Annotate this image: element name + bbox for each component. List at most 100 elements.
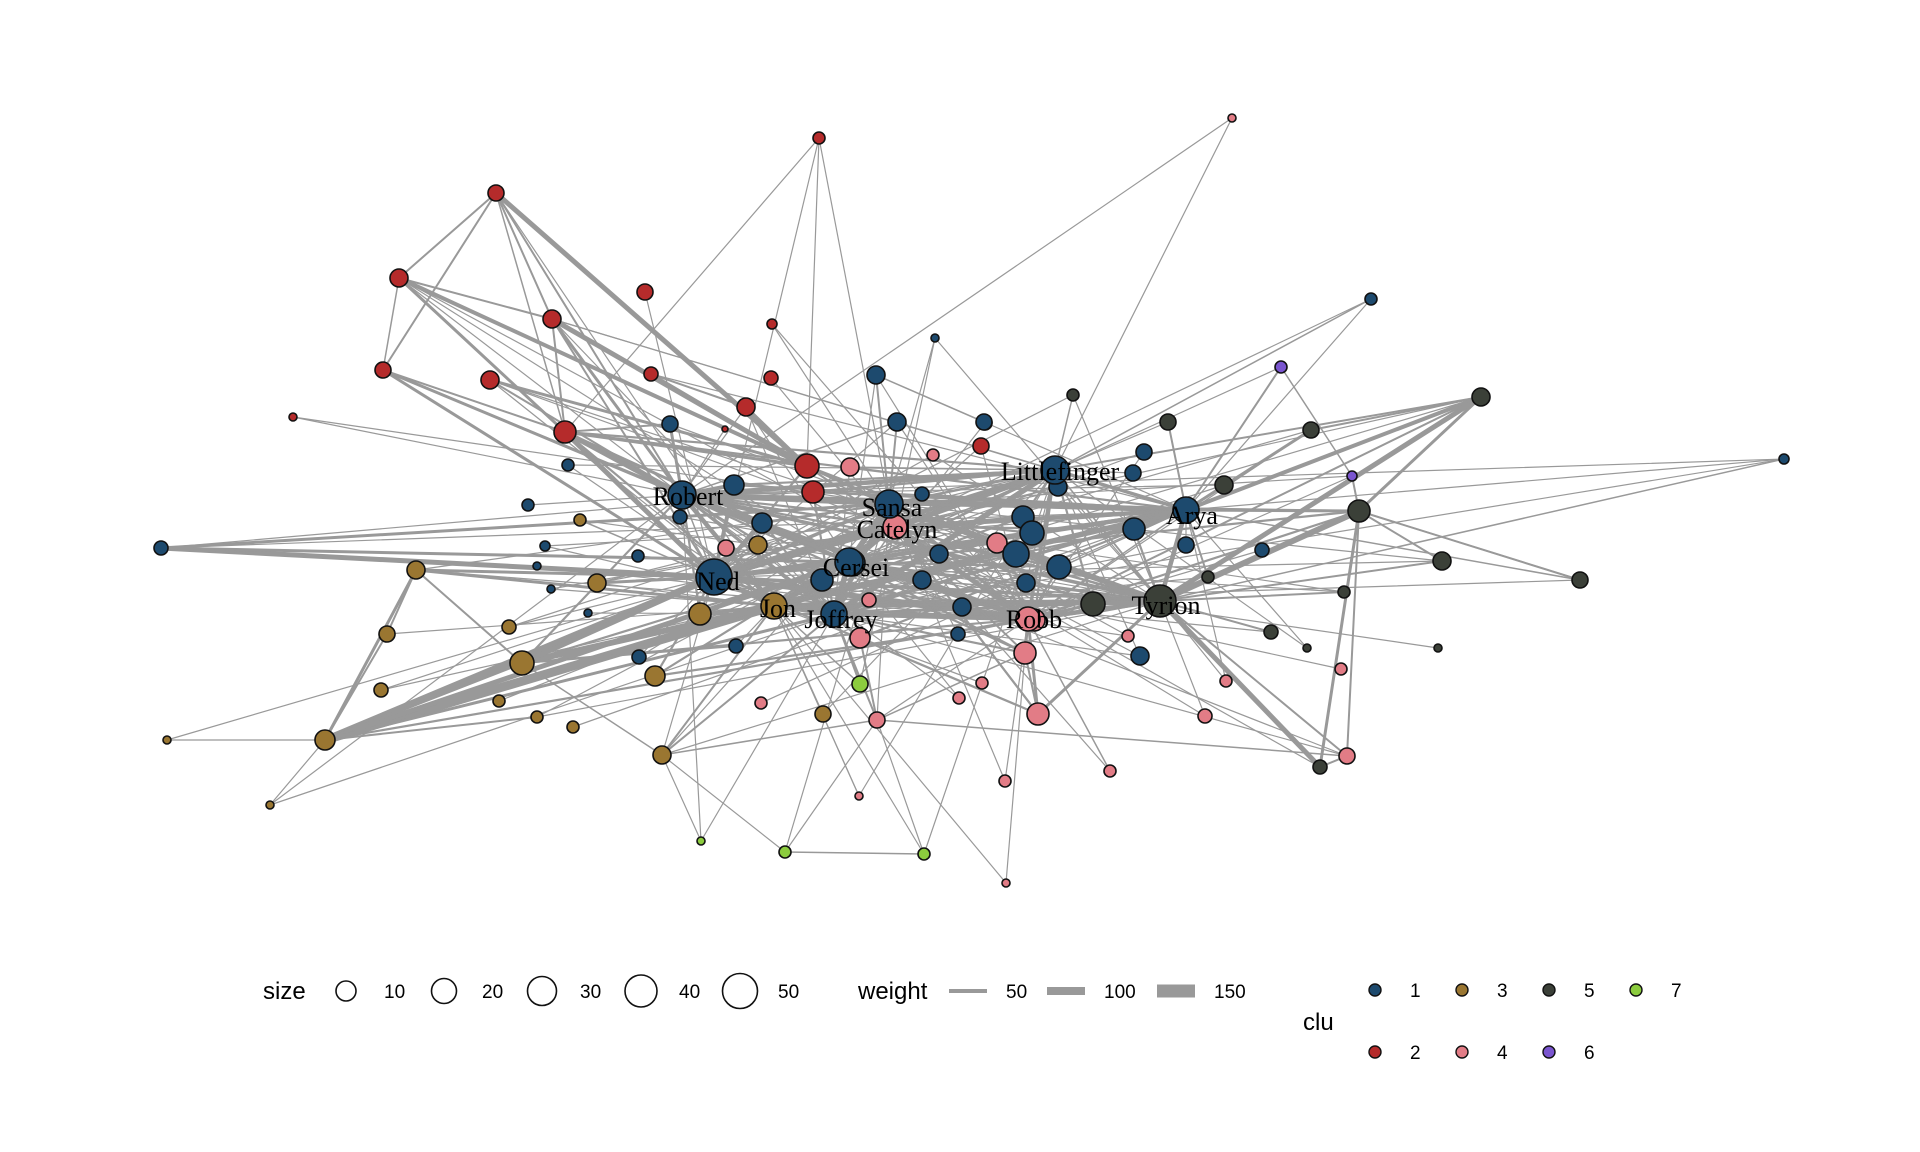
edge (550, 317, 684, 497)
edge (1167, 421, 1187, 511)
node (851, 675, 869, 693)
node (153, 540, 169, 556)
node (288, 412, 298, 422)
edge (888, 503, 1006, 782)
edge (772, 604, 1036, 622)
node (406, 560, 426, 580)
legend-clu-dot-4 (1455, 1045, 1469, 1059)
node-label-joffrey: Joffrey (804, 605, 877, 634)
edge (398, 277, 683, 496)
node (696, 836, 706, 846)
node (389, 268, 409, 288)
node-label-ned: Ned (696, 567, 739, 596)
edge (1184, 508, 1361, 513)
legend-clu-title: clu (1303, 1009, 1334, 1036)
node (840, 457, 860, 477)
node (763, 370, 779, 386)
edge (649, 372, 809, 468)
edge (382, 192, 497, 371)
node (801, 480, 825, 504)
edge (1027, 396, 1482, 620)
edge (848, 451, 1145, 563)
edge (876, 652, 1026, 721)
node-layer (153, 113, 1790, 888)
edge (398, 277, 850, 563)
edge (320, 601, 779, 745)
node-sansa (874, 489, 904, 519)
edge (653, 599, 1162, 678)
edge (681, 484, 1225, 496)
legend-size-title: size (263, 978, 306, 1005)
node (1159, 413, 1177, 431)
edge (983, 421, 1187, 511)
legend-clu-label-2: 2 (1410, 1043, 1421, 1064)
node (1338, 747, 1356, 765)
node-label-arya: Arya (1166, 501, 1218, 530)
edge (551, 318, 566, 433)
edge (159, 502, 891, 550)
legend-size-label-10: 10 (384, 982, 405, 1003)
edge (771, 323, 890, 505)
node (1364, 292, 1378, 306)
node (1312, 759, 1328, 775)
node (1046, 554, 1072, 580)
legend-clu-dot-2 (1368, 1045, 1382, 1059)
legend-size-circle-50 (721, 972, 759, 1010)
node (643, 366, 659, 382)
edge (495, 192, 566, 433)
edge (521, 662, 663, 756)
edge (805, 464, 1162, 603)
edge (1054, 469, 1227, 682)
edge (713, 560, 1443, 578)
edge (489, 379, 683, 496)
node (378, 625, 396, 643)
node (1177, 536, 1195, 554)
edge (773, 605, 861, 685)
node (492, 694, 506, 708)
edge (1159, 560, 1443, 602)
legend-clu-label-7: 7 (1671, 981, 1682, 1002)
node (373, 682, 389, 698)
node (1337, 585, 1351, 599)
legend-clu-dot-3 (1455, 983, 1469, 997)
node (929, 544, 949, 564)
edge (381, 368, 716, 579)
node (887, 412, 907, 432)
edge (1054, 469, 1308, 649)
edge (1054, 298, 1372, 471)
edge (784, 851, 925, 855)
edge (397, 276, 567, 434)
edge (847, 560, 1027, 655)
edge (875, 374, 985, 423)
edge (773, 605, 860, 797)
node-label-jon: Jon (760, 594, 796, 623)
edge (1318, 509, 1361, 769)
edge (784, 719, 878, 853)
edge (1036, 599, 1162, 716)
edge (661, 754, 702, 842)
edge (1185, 366, 1282, 511)
edge (833, 576, 1209, 615)
edge (681, 421, 898, 496)
node (736, 397, 756, 417)
node (631, 549, 645, 563)
legend-clu-dot-7 (1629, 983, 1643, 997)
node (1432, 551, 1452, 571)
node (501, 619, 517, 635)
node-label-tyrion: Tyrion (1132, 591, 1201, 620)
edge (415, 569, 1029, 620)
edge (1358, 510, 1581, 581)
legend-weight: weight 50 100 150 (857, 978, 1246, 1005)
node (754, 696, 768, 710)
node (265, 800, 275, 810)
node (1263, 624, 1279, 640)
node (652, 745, 672, 765)
edge (521, 645, 737, 664)
node (950, 626, 966, 642)
edge (681, 494, 960, 699)
edge (894, 298, 1372, 528)
edge (1159, 458, 1785, 602)
edge (1185, 509, 1581, 581)
legend-size-label-40: 40 (679, 982, 700, 1003)
edge (876, 503, 890, 721)
